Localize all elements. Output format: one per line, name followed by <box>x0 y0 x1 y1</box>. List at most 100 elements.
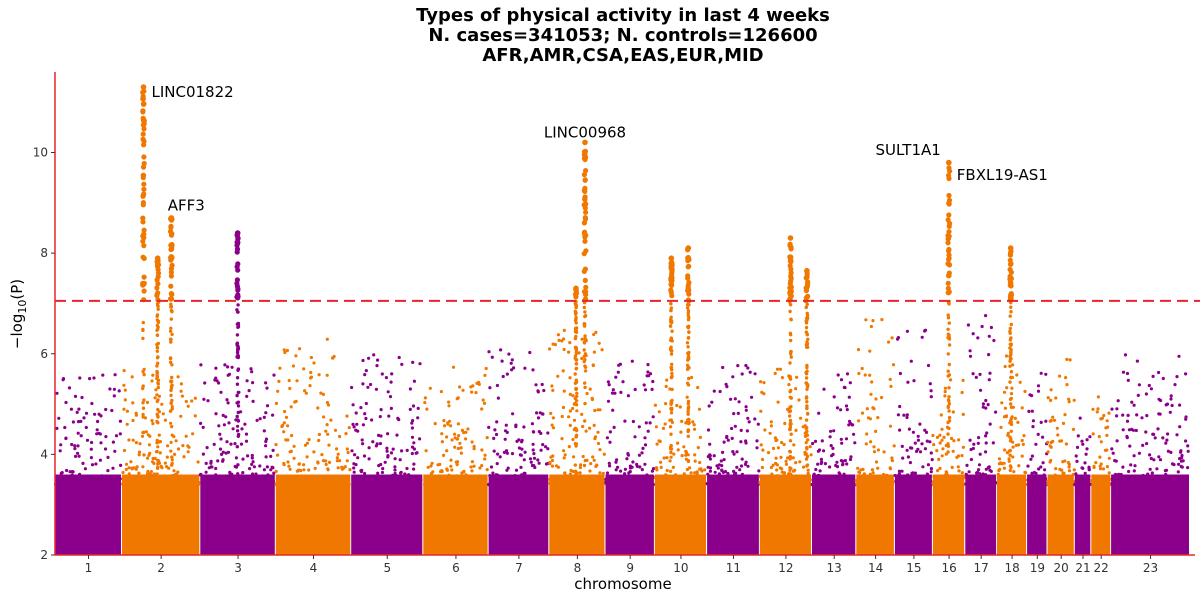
snp-point <box>1113 472 1117 477</box>
snp-point <box>424 449 428 453</box>
snp-points <box>54 84 1190 555</box>
snp-point <box>789 318 793 322</box>
snp-point <box>1167 475 1171 479</box>
snp-point <box>445 468 449 472</box>
peak-lead-snp <box>582 139 588 146</box>
snp-point <box>998 467 1002 471</box>
snp-point <box>691 420 695 424</box>
snp-point <box>236 472 240 476</box>
snp-point <box>604 477 608 481</box>
snp-point <box>745 429 750 433</box>
snp-point <box>788 361 792 365</box>
snp-point <box>907 478 912 482</box>
snp-point <box>730 426 734 431</box>
snp-point <box>869 440 873 444</box>
snp-point <box>946 352 950 356</box>
snp-point <box>654 425 659 429</box>
snp-point <box>176 447 181 451</box>
snp-point <box>495 420 499 424</box>
snp-point <box>462 470 466 474</box>
snp-point <box>493 477 497 481</box>
snp-point <box>311 481 315 485</box>
snp-point <box>170 405 174 409</box>
snp-point <box>696 385 700 390</box>
snp-point <box>265 465 269 469</box>
snp-point <box>1020 406 1024 410</box>
snp-point <box>533 465 537 470</box>
snp-point <box>399 470 403 474</box>
snp-point <box>721 365 725 370</box>
snp-point <box>1039 371 1043 375</box>
snp-point <box>776 446 781 450</box>
snp-point <box>474 391 478 395</box>
snp-point <box>170 332 174 337</box>
snp-point <box>798 475 802 479</box>
snp-point <box>169 401 173 406</box>
snp-point <box>805 464 809 468</box>
snp-point <box>832 480 836 484</box>
snp-point <box>464 473 468 477</box>
snp-point <box>779 475 783 479</box>
snp-point <box>662 476 666 480</box>
snp-point <box>88 377 92 381</box>
snp-point <box>779 455 783 459</box>
snp-point <box>122 369 126 373</box>
chromosome-band-23 <box>1111 474 1189 555</box>
snp-point <box>202 397 206 401</box>
snp-point <box>773 371 777 375</box>
snp-point <box>1002 466 1007 470</box>
snp-point <box>1027 409 1031 413</box>
snp-point <box>900 444 904 448</box>
snp-point <box>562 449 566 453</box>
snp-point <box>142 453 146 457</box>
snp-point <box>352 479 357 483</box>
snp-point <box>1146 472 1150 476</box>
snp-point <box>352 470 356 474</box>
chromosome-band-5 <box>351 474 423 555</box>
snp-point <box>321 392 325 396</box>
snp-point <box>520 473 524 477</box>
snp-point <box>740 483 745 487</box>
snp-point <box>369 382 373 387</box>
snp-point <box>78 472 82 476</box>
snp-point <box>90 440 94 445</box>
snp-point <box>169 296 175 302</box>
snp-point <box>1091 407 1095 411</box>
snp-point <box>913 441 917 445</box>
snp-point <box>804 426 808 431</box>
snp-point <box>412 379 416 383</box>
snp-point <box>470 440 474 444</box>
snp-point <box>1021 442 1025 446</box>
snp-point <box>805 333 809 337</box>
snp-point <box>410 435 415 439</box>
snp-point <box>260 474 264 478</box>
snp-point <box>294 399 298 403</box>
snp-point <box>712 389 716 393</box>
snp-point <box>631 419 636 424</box>
snp-point <box>442 453 446 457</box>
snp-point <box>719 459 723 463</box>
snp-point <box>707 475 711 479</box>
snp-point <box>708 442 712 446</box>
snp-point <box>946 175 952 182</box>
snp-point <box>80 395 84 400</box>
snp-point <box>1008 468 1012 473</box>
snp-point <box>898 371 903 376</box>
snp-point <box>369 480 373 484</box>
snp-point <box>943 390 947 394</box>
snp-point <box>290 433 294 438</box>
snp-point <box>236 344 240 349</box>
snp-point <box>1005 386 1009 390</box>
snp-point <box>1064 479 1068 483</box>
snp-point <box>423 483 427 487</box>
snp-point <box>946 450 950 454</box>
snp-point <box>1009 437 1013 441</box>
snp-point <box>682 445 686 449</box>
x-tick-label-chr-21: 21 <box>1075 561 1090 575</box>
snp-point <box>204 470 208 474</box>
snp-point <box>946 444 951 448</box>
snp-point <box>186 450 190 454</box>
snp-point <box>155 349 159 353</box>
snp-point <box>869 392 873 396</box>
snp-point <box>130 375 134 379</box>
